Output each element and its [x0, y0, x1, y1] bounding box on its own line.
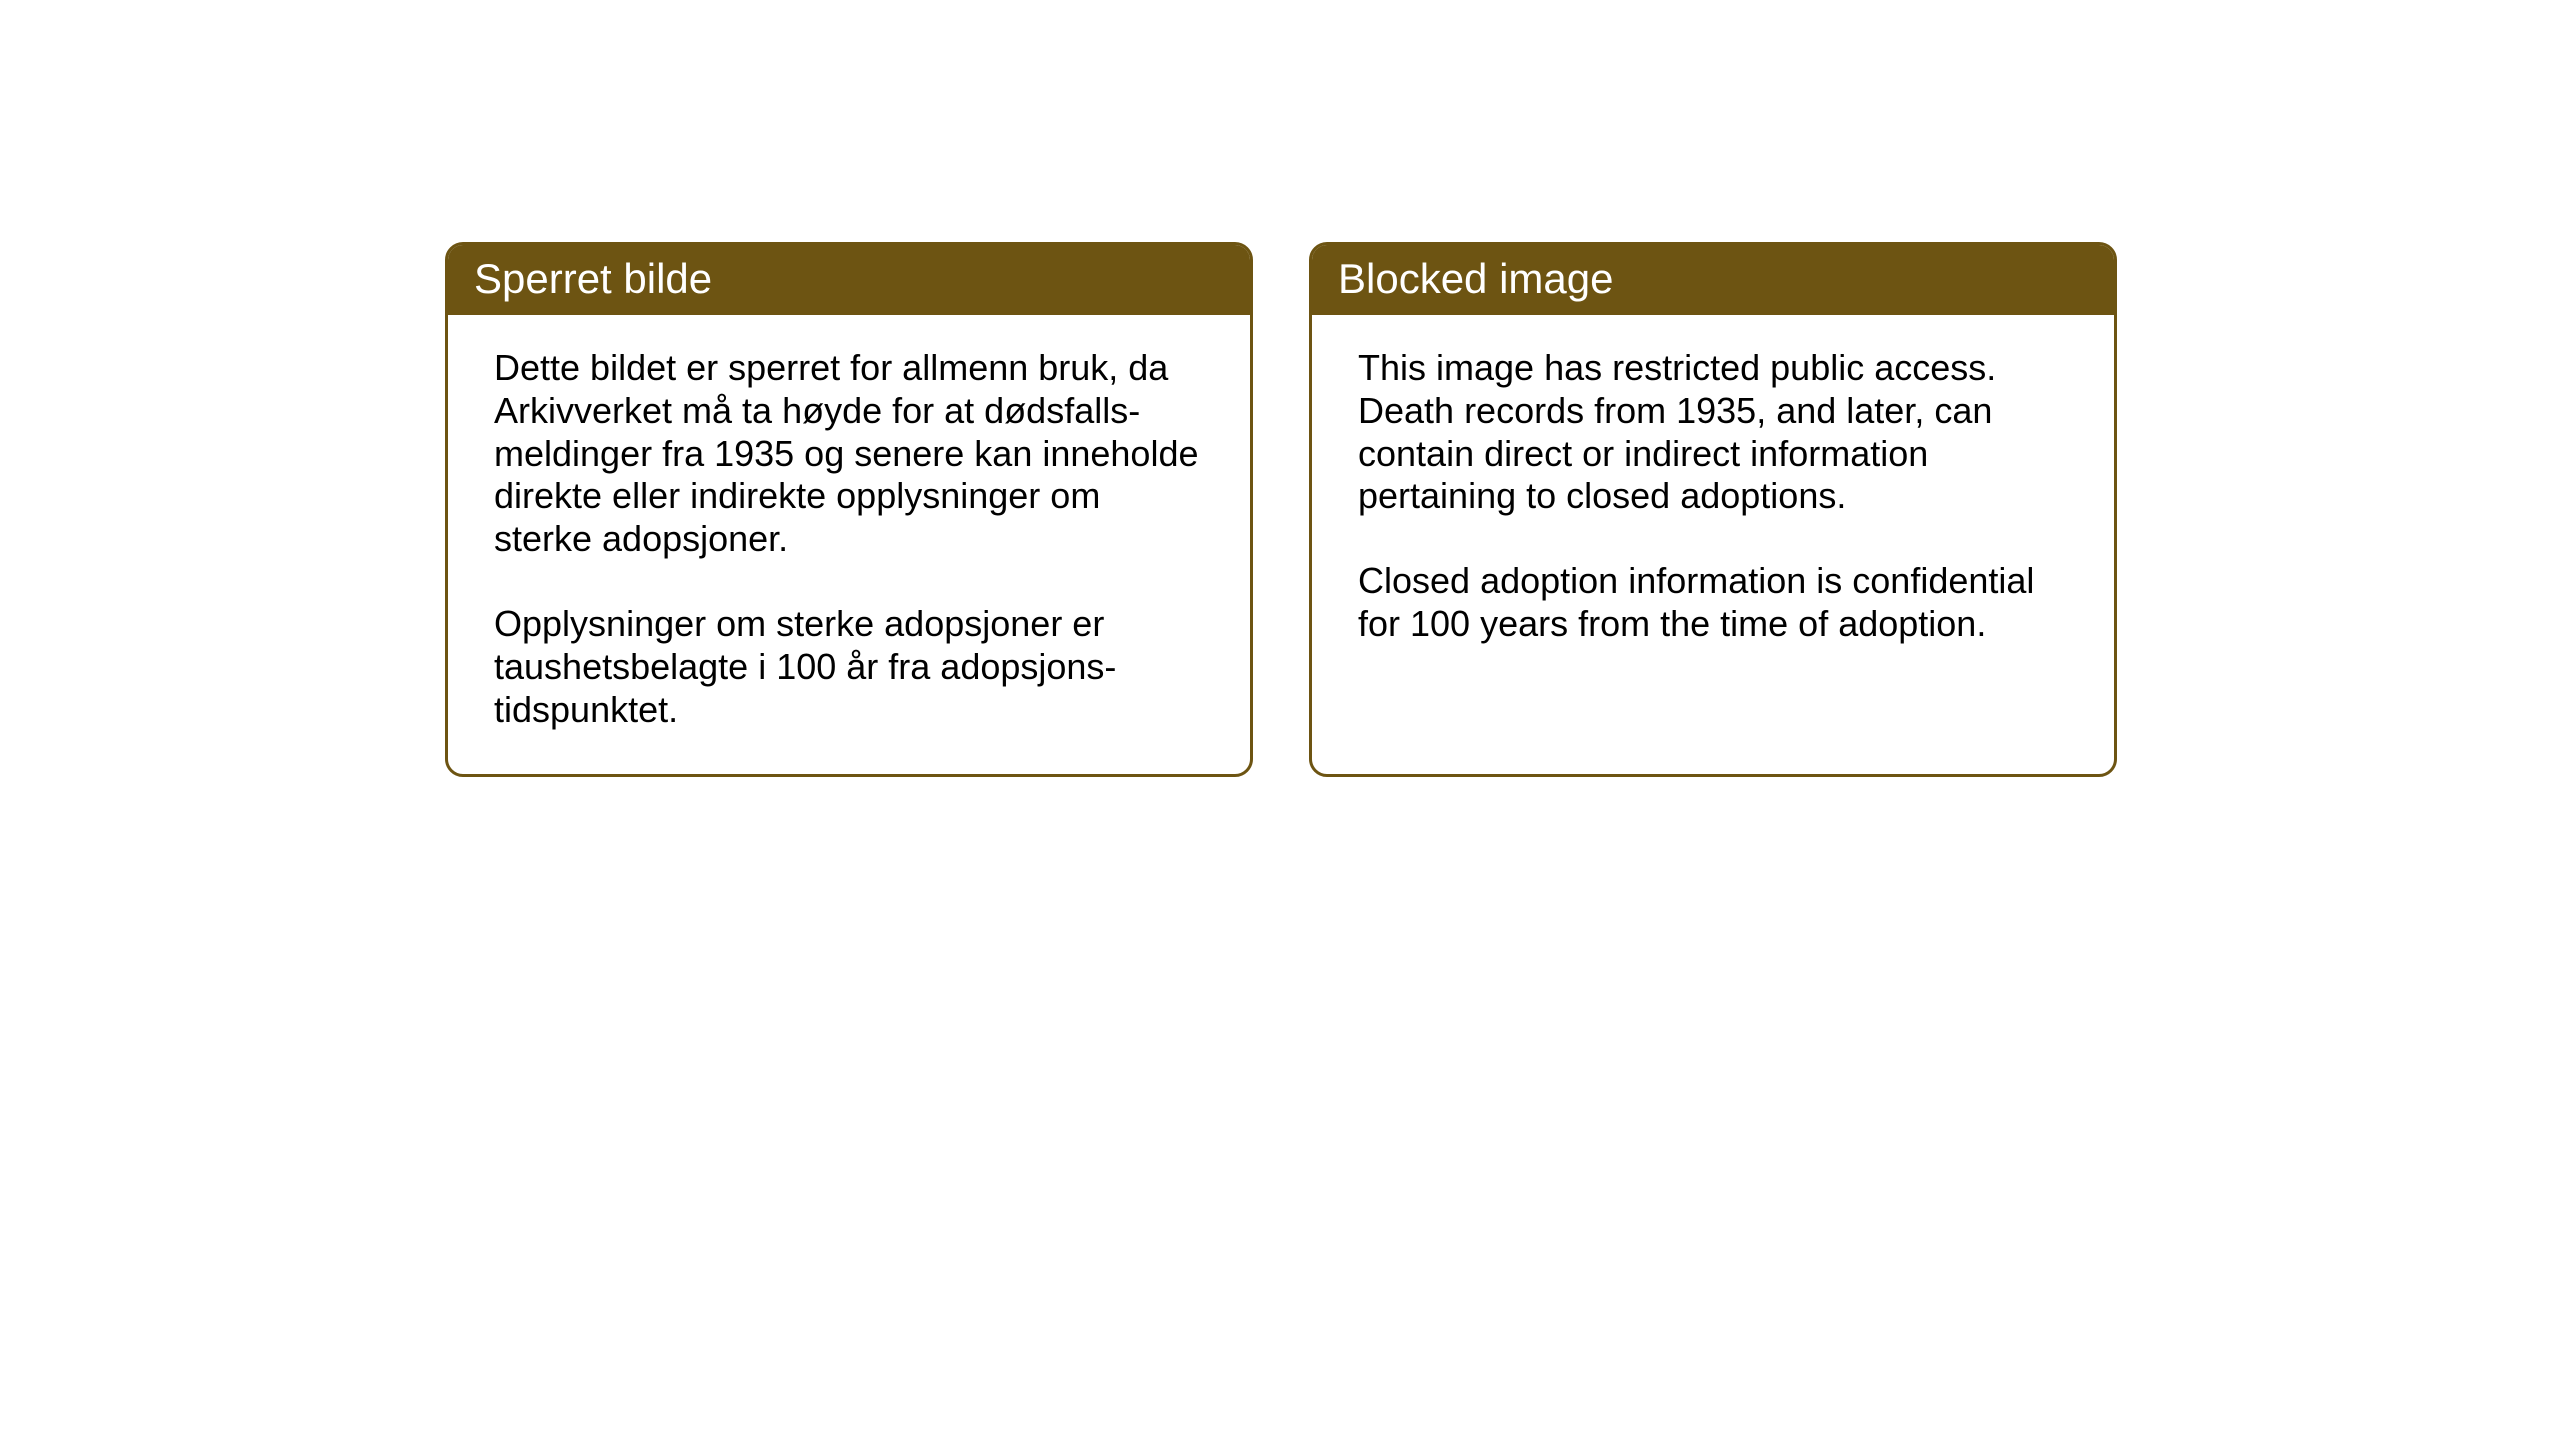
- card-english-paragraph2: Closed adoption information is confident…: [1358, 560, 2068, 646]
- card-norwegian-paragraph1: Dette bildet er sperret for allmenn bruk…: [494, 347, 1204, 561]
- card-english-header: Blocked image: [1312, 245, 2114, 315]
- card-norwegian-title: Sperret bilde: [474, 255, 712, 302]
- card-english-title: Blocked image: [1338, 255, 1613, 302]
- card-english-body: This image has restricted public access.…: [1312, 315, 2114, 688]
- card-norwegian-paragraph2: Opplysninger om sterke adopsjoner er tau…: [494, 603, 1204, 731]
- card-english-paragraph1: This image has restricted public access.…: [1358, 347, 2068, 518]
- cards-container: Sperret bilde Dette bildet er sperret fo…: [445, 242, 2117, 777]
- card-norwegian-header: Sperret bilde: [448, 245, 1250, 315]
- card-norwegian: Sperret bilde Dette bildet er sperret fo…: [445, 242, 1253, 777]
- card-norwegian-body: Dette bildet er sperret for allmenn bruk…: [448, 315, 1250, 774]
- card-english: Blocked image This image has restricted …: [1309, 242, 2117, 777]
